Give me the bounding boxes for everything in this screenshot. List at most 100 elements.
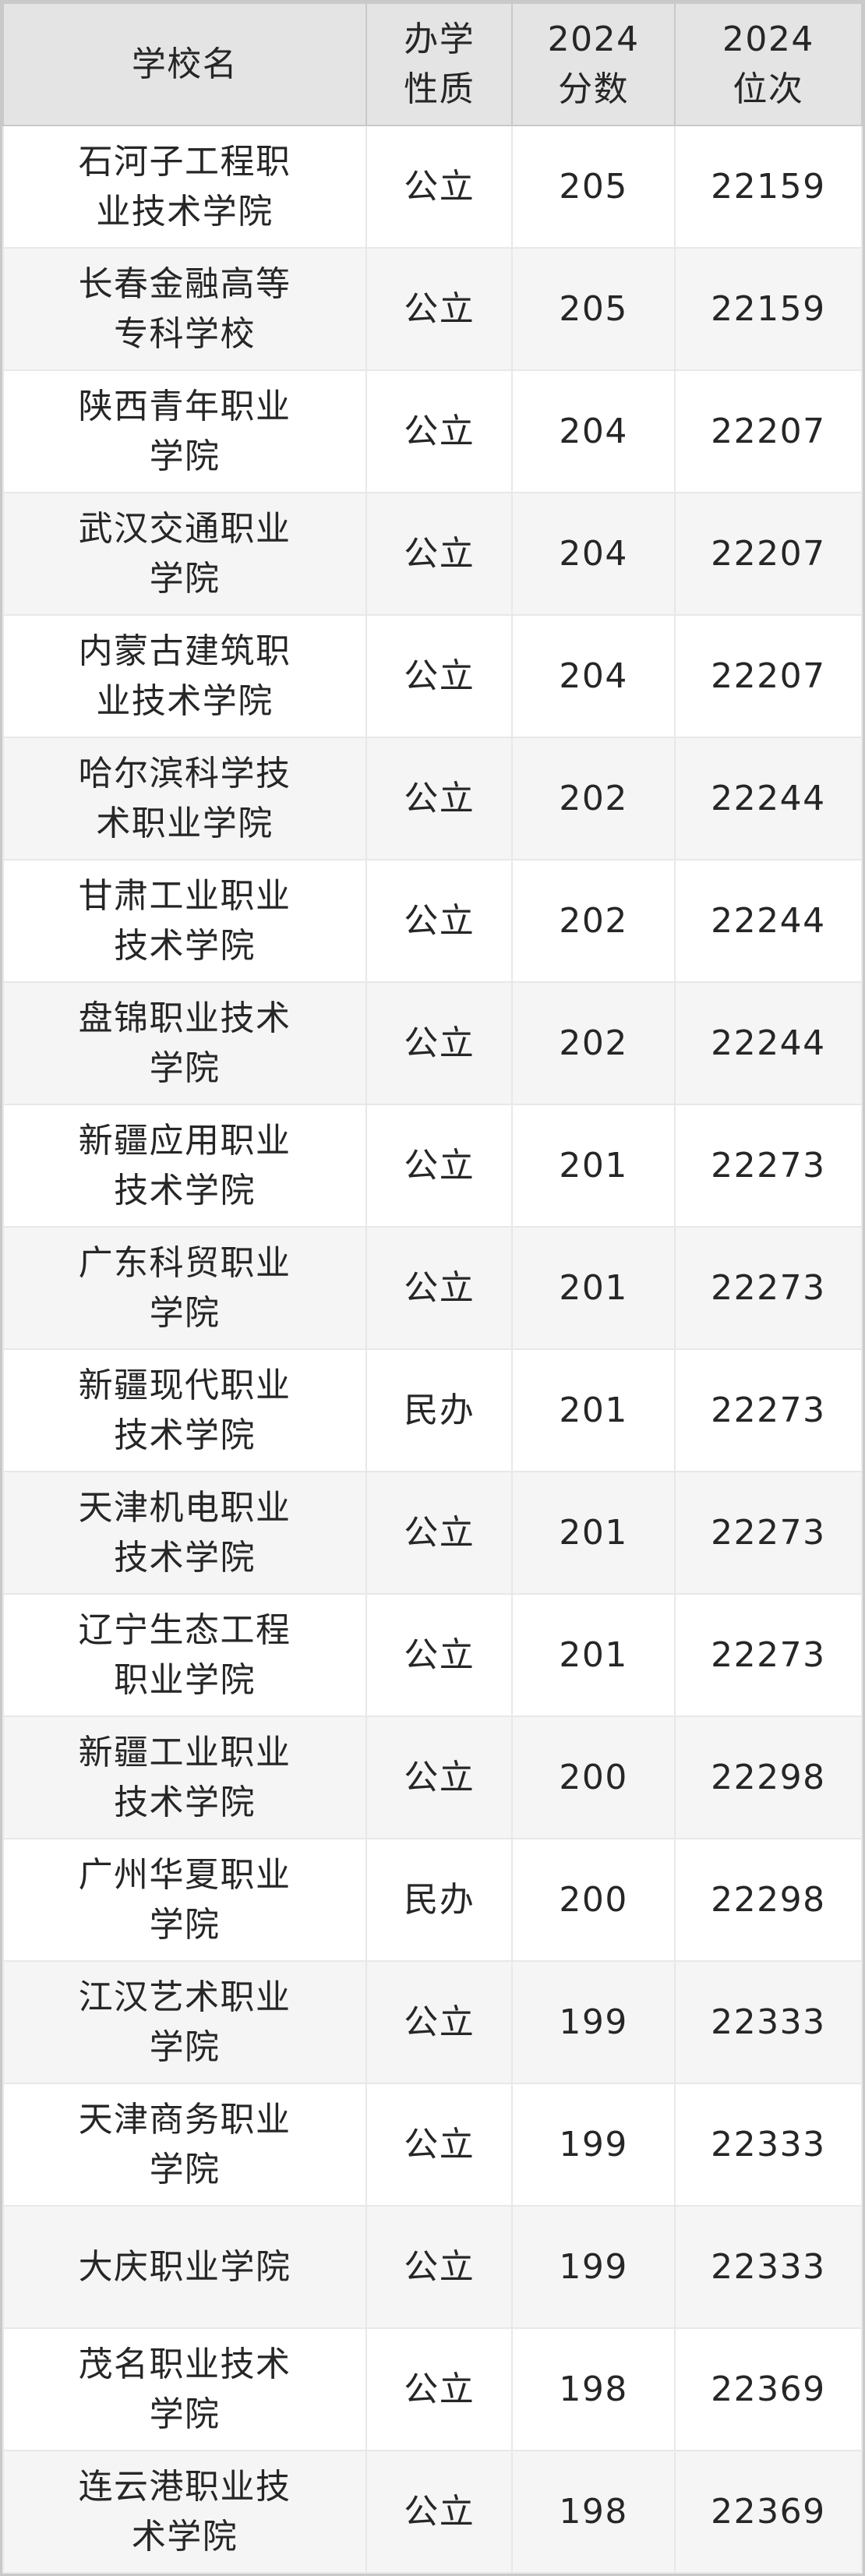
school-name-cell: 广州华夏职业学院 [2,1838,368,1962]
school-name-text: 广东科贸职业学院 [78,1242,291,1333]
rank-cell: 22273 [673,1593,863,1717]
school-type-cell: 公立 [365,2450,514,2574]
school-name-text: 陕西青年职业学院 [78,386,291,476]
school-name-cell: 茂名职业技术学院 [2,2327,368,2451]
score-cell: 201 [511,1104,676,1228]
school-name-cell: 陕西青年职业学院 [2,369,368,493]
school-name-text: 长春金融高等专科学校 [78,263,291,354]
table-row: 江汉艺术职业学院 公立 199 22333 [2,1960,863,2084]
rank-cell: 22369 [673,2450,863,2574]
table-row: 新疆工业职业技术学院 公立 200 22298 [2,1716,863,1839]
table-row: 武汉交通职业学院 公立 204 22207 [2,492,863,616]
column-header-label: 2024分数 [547,19,640,109]
school-type-cell: 公立 [365,859,514,983]
school-type-cell: 民办 [365,1348,514,1472]
score-cell: 201 [511,1348,676,1472]
rank-cell: 22244 [673,981,863,1105]
table-row: 连云港职业技术学院 公立 198 22369 [2,2450,863,2574]
school-name-cell: 盘锦职业技术学院 [2,981,368,1105]
school-name-cell: 石河子工程职业技术学院 [2,125,368,249]
school-name-cell: 哈尔滨科学技术职业学院 [2,737,368,860]
school-name-text: 天津机电职业技术学院 [78,1487,291,1578]
table-row: 盘锦职业技术学院 公立 202 22244 [2,981,863,1105]
table-row: 新疆现代职业技术学院 民办 201 22273 [2,1348,863,1472]
school-type-cell: 公立 [365,1226,514,1350]
rank-cell: 22159 [673,247,863,371]
column-header-label: 学校名 [131,44,238,84]
school-name-text: 茂名职业技术学院 [78,2344,291,2434]
rank-cell: 22273 [673,1471,863,1595]
school-type-cell: 公立 [365,2083,514,2207]
school-type-cell: 公立 [365,2205,514,2329]
rank-cell: 22333 [673,1960,863,2084]
score-cell: 205 [511,247,676,371]
school-name-text: 辽宁生态工程职业学院 [78,1610,291,1700]
school-type-cell: 公立 [365,1960,514,2084]
school-name-text: 新疆应用职业技术学院 [78,1120,291,1210]
column-header-score-2024: 2024分数 [511,2,676,126]
school-name-cell: 江汉艺术职业学院 [2,1960,368,2084]
score-cell: 202 [511,981,676,1105]
score-cell: 199 [511,2083,676,2207]
table-row: 大庆职业学院 公立 199 22333 [2,2205,863,2329]
school-name-text: 甘肃工业职业技术学院 [78,875,291,966]
table-row: 新疆应用职业技术学院 公立 201 22273 [2,1104,863,1228]
table-row: 辽宁生态工程职业学院 公立 201 22273 [2,1593,863,1717]
school-name-cell: 连云港职业技术学院 [2,2450,368,2574]
score-cell: 201 [511,1593,676,1717]
score-cell: 201 [511,1471,676,1595]
school-type-cell: 公立 [365,614,514,738]
school-type-cell: 公立 [365,1593,514,1717]
table-row: 天津机电职业技术学院 公立 201 22273 [2,1471,863,1595]
table-row: 内蒙古建筑职业技术学院 公立 204 22207 [2,614,863,738]
column-header-label: 办学性质 [404,19,475,109]
school-name-cell: 甘肃工业职业技术学院 [2,859,368,983]
school-type-cell: 公立 [365,369,514,493]
school-name-cell: 长春金融高等专科学校 [2,247,368,371]
school-name-text: 连云港职业技术学院 [78,2466,291,2557]
score-cell: 200 [511,1838,676,1962]
score-cell: 199 [511,1960,676,2084]
rank-cell: 22333 [673,2205,863,2329]
rank-cell: 22207 [673,369,863,493]
school-type-cell: 公立 [365,492,514,616]
school-name-text: 新疆工业职业技术学院 [78,1732,291,1822]
column-header-label: 2024位次 [722,19,814,109]
school-type-cell: 公立 [365,737,514,860]
school-name-cell: 新疆工业职业技术学院 [2,1716,368,1839]
table-row: 天津商务职业学院 公立 199 22333 [2,2083,863,2207]
column-header-school-type: 办学性质 [365,2,514,126]
table-row: 哈尔滨科学技术职业学院 公立 202 22244 [2,737,863,860]
table-row: 长春金融高等专科学校 公立 205 22159 [2,247,863,371]
score-cell: 198 [511,2327,676,2451]
school-name-cell: 新疆应用职业技术学院 [2,1104,368,1228]
school-name-cell: 武汉交通职业学院 [2,492,368,616]
rank-cell: 22298 [673,1838,863,1962]
school-name-text: 哈尔滨科学技术职业学院 [78,753,291,843]
score-cell: 205 [511,125,676,249]
school-type-cell: 公立 [365,1716,514,1839]
school-type-cell: 公立 [365,247,514,371]
score-cell: 204 [511,614,676,738]
school-type-cell: 公立 [365,2327,514,2451]
table-body: 石河子工程职业技术学院 公立 205 22159 长春金融高等专科学校 公立 2… [2,125,863,2574]
school-name-cell: 内蒙古建筑职业技术学院 [2,614,368,738]
school-name-cell: 天津商务职业学院 [2,2083,368,2207]
school-name-text: 武汉交通职业学院 [78,508,291,599]
table-row: 广州华夏职业学院 民办 200 22298 [2,1838,863,1962]
score-cell: 199 [511,2205,676,2329]
school-name-cell: 广东科贸职业学院 [2,1226,368,1350]
rank-cell: 22273 [673,1226,863,1350]
table-row: 广东科贸职业学院 公立 201 22273 [2,1226,863,1350]
rank-cell: 22207 [673,614,863,738]
school-name-cell: 大庆职业学院 [2,2205,368,2329]
column-header-rank-2024: 2024位次 [673,2,863,126]
school-name-text: 广州华夏职业学院 [78,1854,291,1945]
school-name-cell: 新疆现代职业技术学院 [2,1348,368,1472]
school-name-text: 石河子工程职业技术学院 [78,141,291,231]
school-name-text: 大庆职业学院 [78,2246,291,2287]
rank-cell: 22244 [673,737,863,860]
school-type-cell: 民办 [365,1838,514,1962]
score-cell: 201 [511,1226,676,1350]
